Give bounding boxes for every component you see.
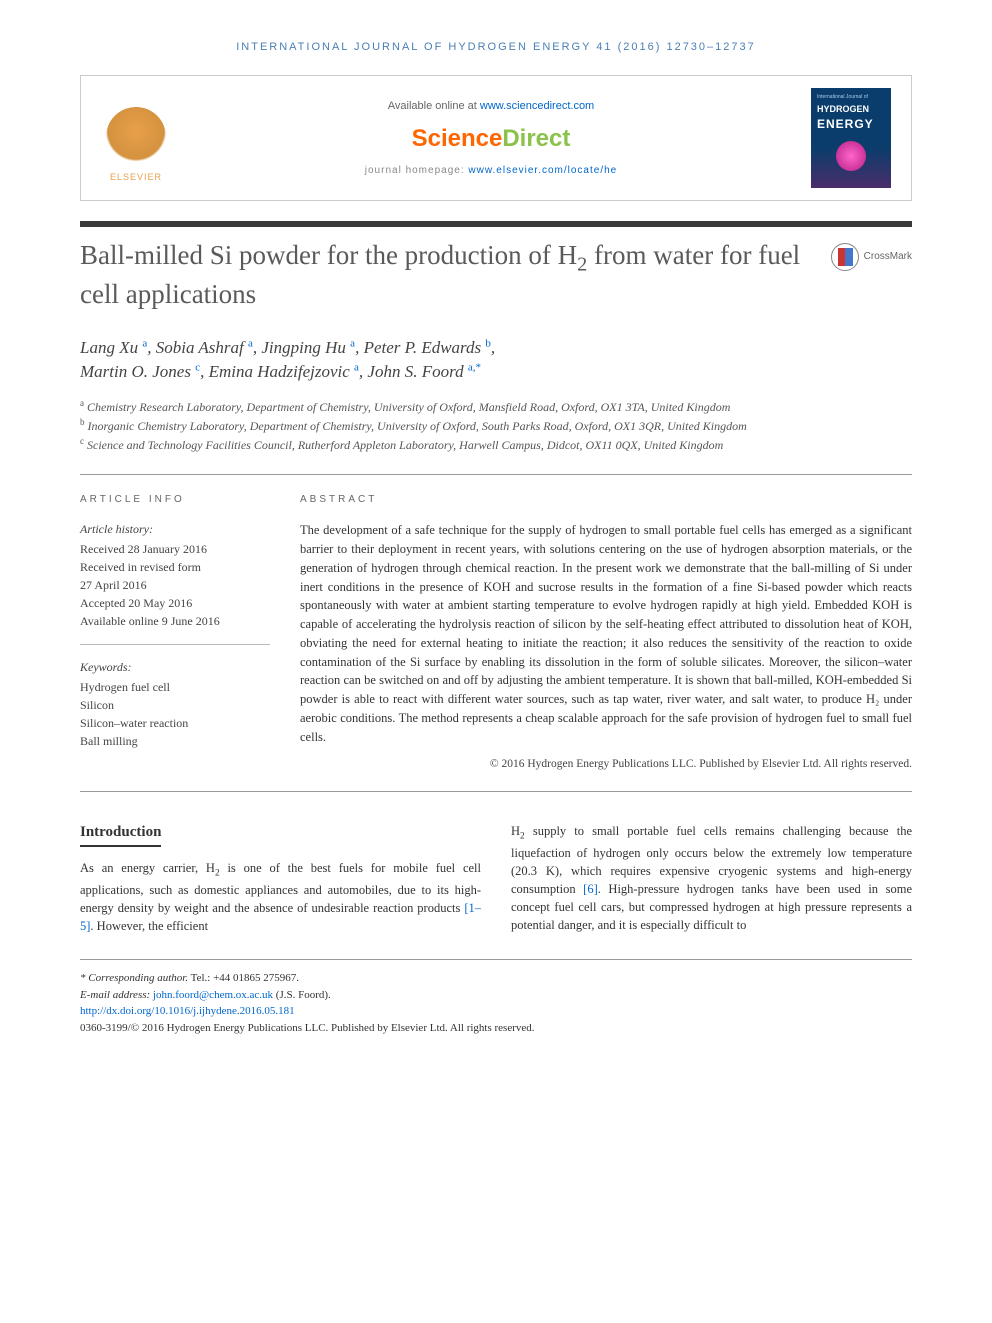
title-row: Ball-milled Si powder for the production… — [80, 239, 912, 311]
title-separator-bar — [80, 221, 912, 227]
abstract-text: The development of a safe technique for … — [300, 521, 912, 746]
cover-graphic-icon — [836, 141, 866, 171]
intro-left-column: Introduction As an energy carrier, H2 is… — [80, 822, 481, 935]
introduction-section: Introduction As an energy carrier, H2 is… — [80, 822, 912, 935]
keyword: Ball milling — [80, 732, 270, 750]
author: Emina Hadzifejzovic — [209, 362, 350, 381]
crossmark-icon — [831, 243, 859, 271]
introduction-heading: Introduction — [80, 822, 161, 847]
cover-energy: ENERGY — [817, 116, 885, 133]
sciencedirect-url[interactable]: www.sciencedirect.com — [480, 100, 594, 112]
crossmark-label: CrossMark — [864, 250, 912, 264]
elsevier-tree-icon — [106, 107, 166, 167]
intro-paragraph-right: H2 supply to small portable fuel cells r… — [511, 822, 912, 935]
intro-paragraph-left: As an energy carrier, H2 is one of the b… — [80, 859, 481, 935]
available-prefix: Available online at — [388, 100, 480, 112]
history-received: Received 28 January 2016 — [80, 540, 270, 558]
author-sup: b — [485, 337, 491, 349]
doi-link[interactable]: http://dx.doi.org/10.1016/j.ijhydene.201… — [80, 1003, 912, 1020]
issn-copyright: 0360-3199/© 2016 Hydrogen Energy Publica… — [80, 1020, 912, 1037]
abstract-heading: ABSTRACT — [300, 493, 912, 507]
author-sup: a,* — [468, 361, 481, 373]
info-divider — [80, 644, 270, 645]
history-accepted: Accepted 20 May 2016 — [80, 594, 270, 612]
history-revised-2: 27 April 2016 — [80, 576, 270, 594]
affiliation-c: c Science and Technology Facilities Coun… — [80, 435, 912, 454]
author: John S. Foord — [367, 362, 463, 381]
journal-cover-thumbnail: International Journal of HYDROGEN ENERGY — [811, 88, 891, 188]
email-link[interactable]: john.foord@chem.ox.ac.uk — [153, 989, 273, 1001]
homepage-link[interactable]: www.elsevier.com/locate/he — [468, 165, 617, 176]
journal-homepage: journal homepage: www.elsevier.com/locat… — [171, 164, 811, 178]
logo-direct: Direct — [502, 125, 570, 152]
author-sup: a — [142, 337, 147, 349]
email-line: E-mail address: john.foord@chem.ox.ac.uk… — [80, 987, 912, 1004]
title-subscript: 2 — [577, 254, 587, 276]
author: Sobia Ashraf — [156, 338, 244, 357]
abstract-copyright: © 2016 Hydrogen Energy Publications LLC.… — [300, 756, 912, 772]
history-online: Available online 9 June 2016 — [80, 612, 270, 630]
author-sup: a — [350, 337, 355, 349]
page-footer: * Corresponding author. Tel.: +44 01865 … — [80, 959, 912, 1036]
article-info-heading: ARTICLE INFO — [80, 493, 270, 507]
elsevier-logo: ELSEVIER — [101, 93, 171, 183]
elsevier-label: ELSEVIER — [110, 171, 162, 184]
article-info-abstract-row: ARTICLE INFO Article history: Received 2… — [80, 474, 912, 791]
cover-hydrogen: HYDROGEN — [817, 103, 885, 116]
author-sup: a — [248, 337, 253, 349]
abstract-column: ABSTRACT The development of a safe techn… — [300, 493, 912, 772]
keyword: Hydrogen fuel cell — [80, 678, 270, 696]
intro-right-column: H2 supply to small portable fuel cells r… — [511, 822, 912, 935]
journal-citation-header: INTERNATIONAL JOURNAL OF HYDROGEN ENERGY… — [80, 40, 912, 55]
sciencedirect-logo: ScienceDirect — [171, 122, 811, 156]
affiliation-a: a Chemistry Research Laboratory, Departm… — [80, 397, 912, 416]
cover-subtitle: International Journal of — [817, 94, 885, 101]
keywords-label: Keywords: — [80, 659, 270, 676]
affiliations: a Chemistry Research Laboratory, Departm… — [80, 397, 912, 454]
history-label: Article history: — [80, 521, 270, 538]
history-revised-1: Received in revised form — [80, 558, 270, 576]
author-sup: c — [195, 361, 200, 373]
author: Lang Xu — [80, 338, 138, 357]
author: Martin O. Jones — [80, 362, 191, 381]
publisher-header-box: ELSEVIER Available online at www.science… — [80, 75, 912, 201]
corresponding-author: * Corresponding author. Tel.: +44 01865 … — [80, 970, 912, 987]
available-online-text: Available online at www.sciencedirect.co… — [171, 99, 811, 114]
citation-link[interactable]: [6] — [583, 882, 598, 896]
author-sup: a — [354, 361, 359, 373]
crossmark-badge[interactable]: CrossMark — [831, 243, 912, 271]
homepage-prefix: journal homepage: — [365, 165, 469, 176]
logo-science: Science — [412, 125, 503, 152]
title-text-pre: Ball-milled Si powder for the production… — [80, 240, 577, 270]
article-info-column: ARTICLE INFO Article history: Received 2… — [80, 493, 270, 772]
header-center: Available online at www.sciencedirect.co… — [171, 99, 811, 178]
author: Jingping Hu — [261, 338, 346, 357]
affiliation-b: b Inorganic Chemistry Laboratory, Depart… — [80, 416, 912, 435]
keyword: Silicon — [80, 696, 270, 714]
author-list: Lang Xu a, Sobia Ashraf a, Jingping Hu a… — [80, 336, 912, 384]
author: Peter P. Edwards — [364, 338, 482, 357]
keyword: Silicon–water reaction — [80, 714, 270, 732]
article-title: Ball-milled Si powder for the production… — [80, 239, 811, 311]
